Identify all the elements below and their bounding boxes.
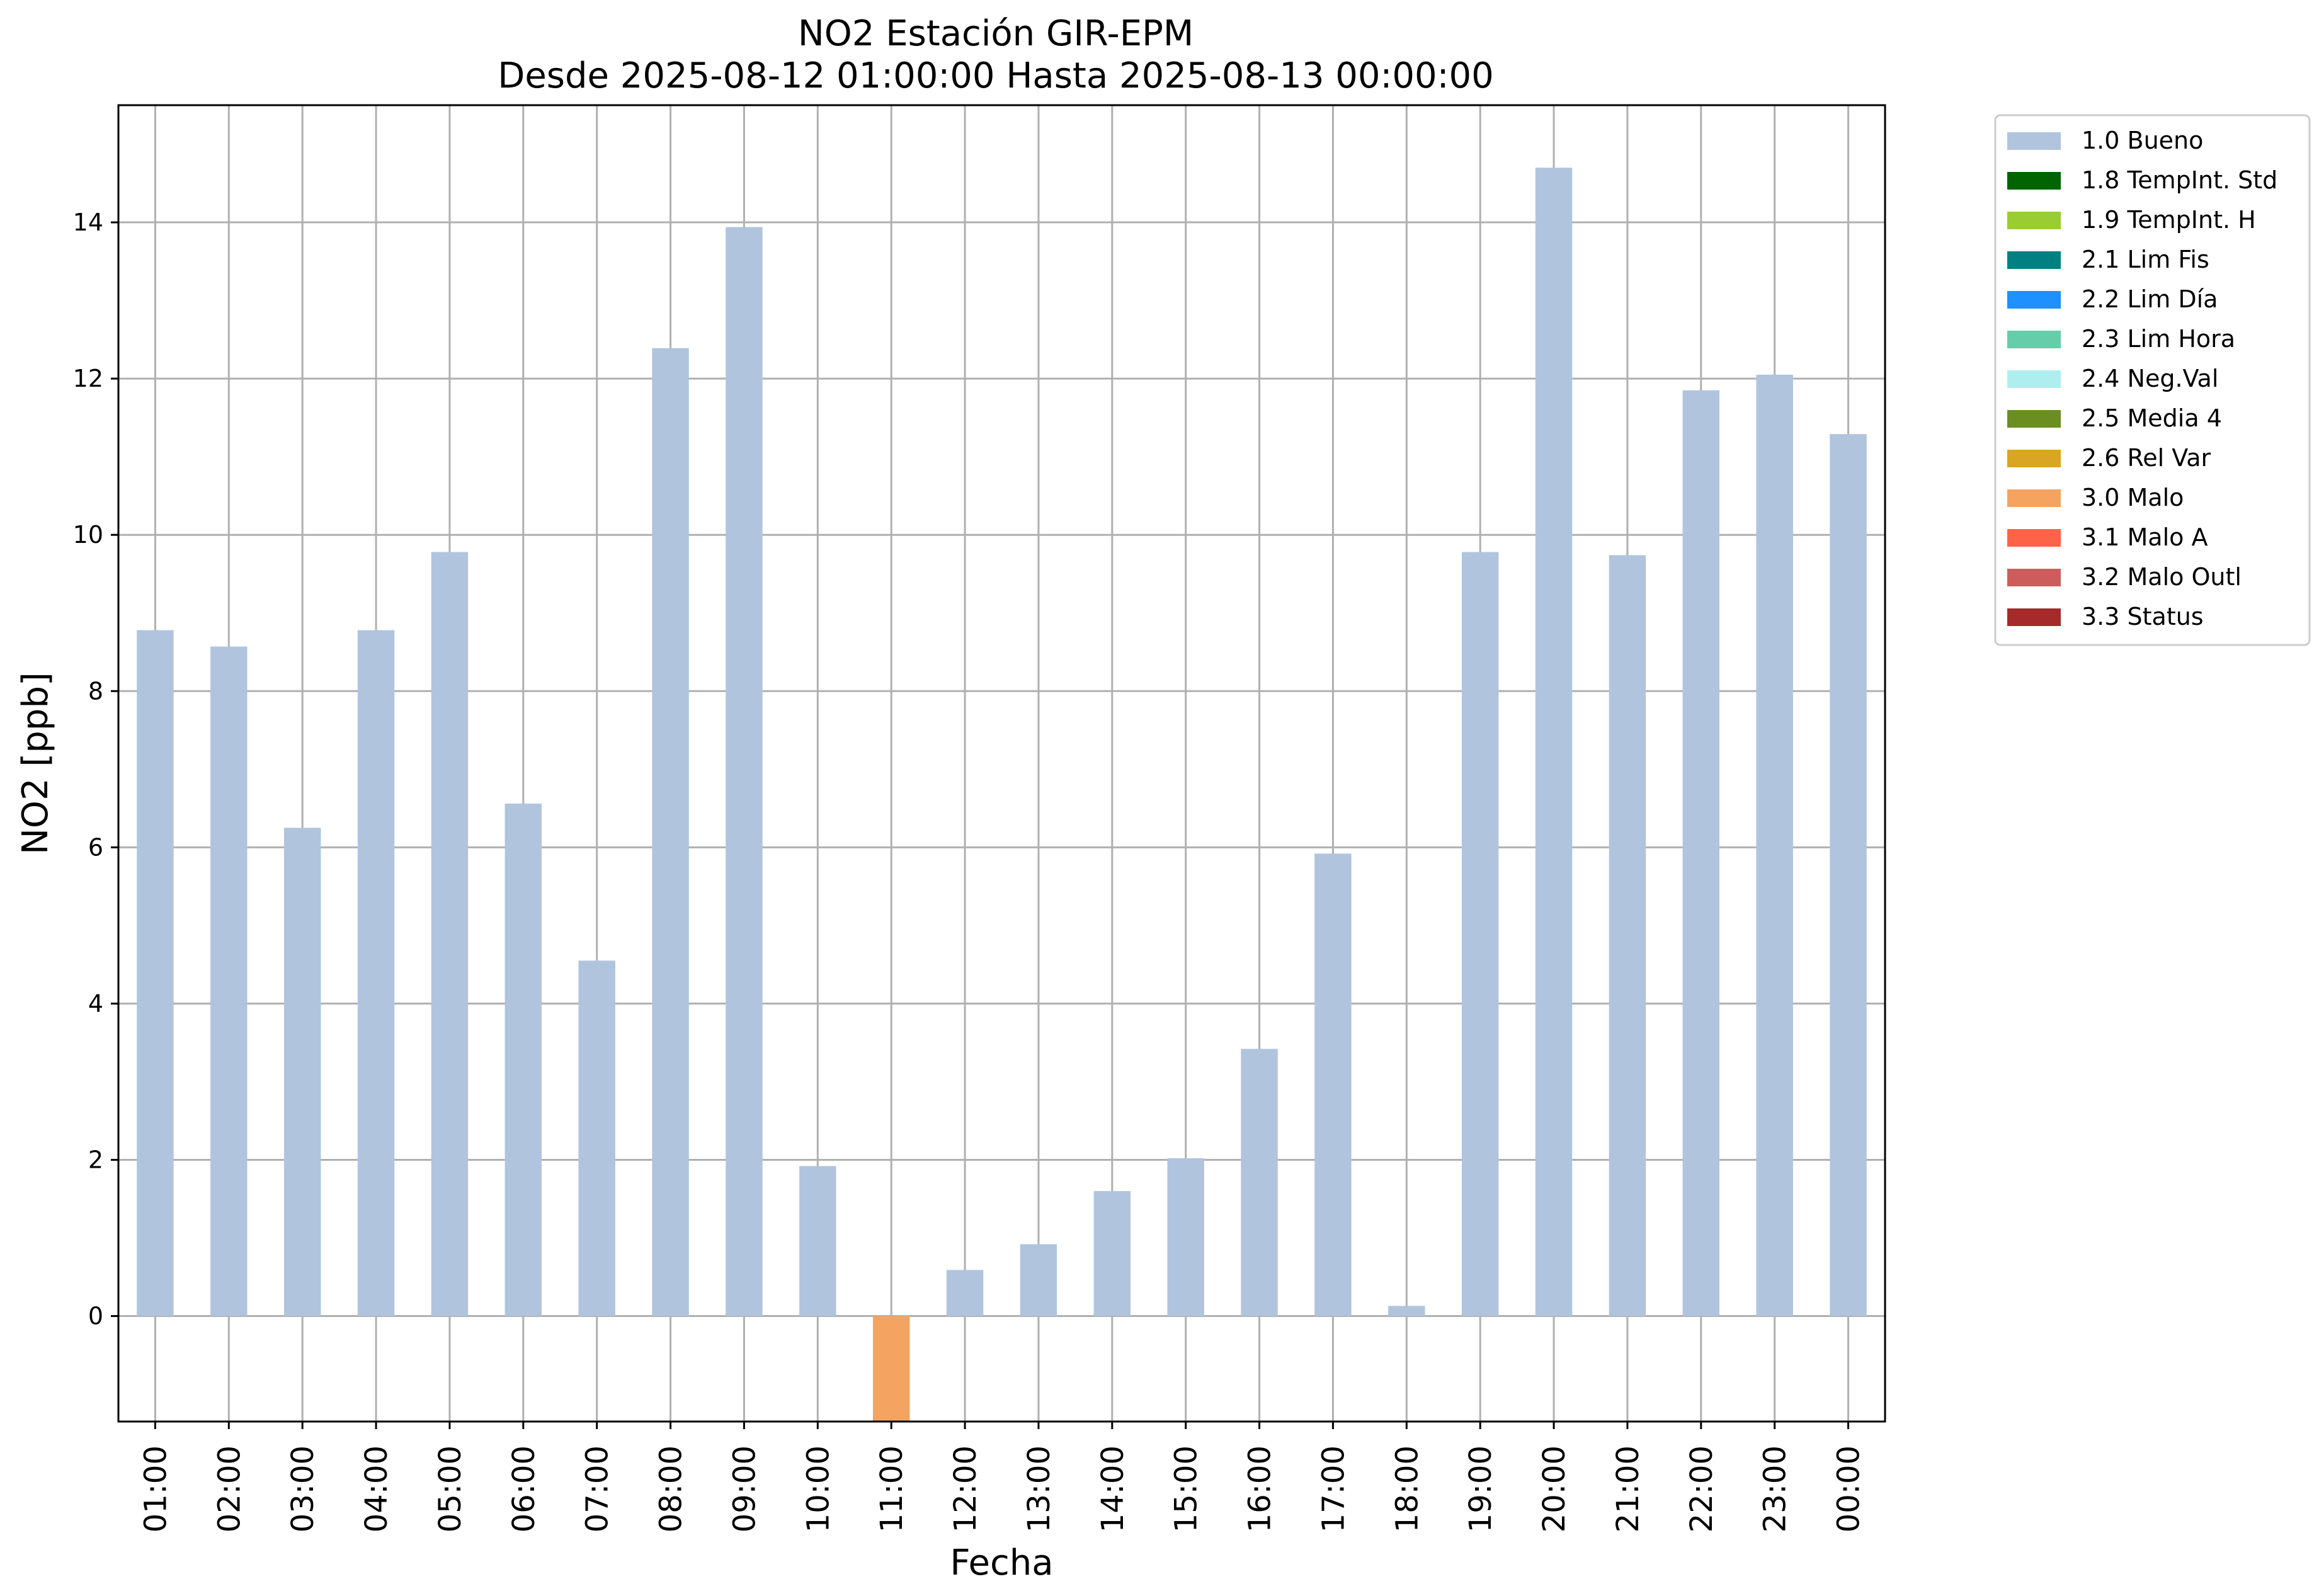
x-axis-label: Fecha: [950, 1542, 1053, 1583]
bar-0500: [431, 552, 469, 1316]
bar-0400: [357, 630, 395, 1316]
bar-1800: [1388, 1306, 1425, 1316]
bar-1300: [1020, 1244, 1057, 1316]
legend-entry: 2.1 Lim Fis: [2082, 246, 2209, 273]
x-tick-label: 21:00: [1610, 1445, 1646, 1532]
x-axis-ticks: 01:00 02:00 03:00 04:00 05:00 06:00 07:00 08:00…: [138, 1422, 1867, 1532]
bar-2200: [1682, 390, 1720, 1316]
legend-swatch: [2007, 608, 2061, 626]
x-tick-label: 10:00: [801, 1445, 836, 1532]
x-tick-label: 11:00: [874, 1445, 909, 1532]
legend-entry: 1.8 TempInt. Std: [2082, 166, 2277, 194]
legend-swatch: [2007, 251, 2061, 269]
bar-1000: [799, 1166, 836, 1316]
legend-swatch: [2007, 370, 2061, 388]
y-axis-label: NO2 [ppb]: [15, 672, 56, 855]
legend-frame: [1994, 114, 2311, 646]
x-tick-label: 23:00: [1758, 1445, 1793, 1532]
legend: 1.0 Bueno 1.8 TempInt. Std 1.9 TempInt. H 2…: [1994, 114, 2311, 646]
chart-title: NO2 Estación GIR-EPM: [798, 13, 1194, 54]
bar-0100: [137, 630, 174, 1316]
x-tick-label: 15:00: [1169, 1445, 1204, 1532]
legend-swatch: [2007, 529, 2061, 547]
legend-swatch: [2007, 489, 2061, 507]
bar-2300: [1756, 374, 1793, 1316]
bar-1600: [1241, 1049, 1278, 1316]
bars: [137, 168, 1867, 1422]
bar-0900: [726, 227, 763, 1316]
y-tick-label: 6: [88, 833, 103, 861]
legend-swatch: [2007, 569, 2061, 586]
legend-entry: 3.3 Status: [2082, 603, 2204, 630]
bar-0200: [210, 646, 248, 1316]
bar-2100: [1609, 555, 1646, 1316]
bar-0800: [652, 348, 689, 1316]
x-tick-label: 13:00: [1022, 1445, 1057, 1532]
y-axis-ticks: 0 2 4 6 8 10 12 14: [73, 208, 118, 1330]
x-tick-label: 06:00: [506, 1445, 542, 1532]
x-tick-label: 03:00: [285, 1445, 321, 1532]
bar-0600: [504, 803, 542, 1316]
y-tick-label: 4: [88, 989, 103, 1017]
legend-entry: 3.2 Malo Outl: [2082, 563, 2242, 591]
x-tick-label: 16:00: [1243, 1445, 1278, 1532]
plot-frame: [117, 104, 1886, 1423]
y-tick-label: 10: [73, 521, 103, 549]
x-tick-label: 07:00: [580, 1445, 615, 1532]
legend-entry: 2.4 Neg.Val: [2082, 365, 2218, 392]
legend-entry: 2.5 Media 4: [2082, 404, 2222, 432]
y-tick-label: 12: [73, 365, 103, 392]
bar-1100: [872, 1316, 910, 1422]
legend-entry: 3.1 Malo A: [2082, 523, 2208, 551]
bar-0700: [578, 960, 615, 1316]
x-tick-label: 04:00: [359, 1445, 394, 1532]
bar-0300: [283, 828, 321, 1316]
x-tick-label: 12:00: [948, 1445, 983, 1532]
x-tick-label: 20:00: [1537, 1445, 1572, 1532]
legend-swatch: [2007, 410, 2061, 428]
bar-1200: [946, 1270, 984, 1316]
legend-entry: 2.3 Lim Hora: [2082, 325, 2235, 353]
y-tick-label: 14: [73, 208, 103, 236]
legend-entry: 1.9 TempInt. H: [2082, 206, 2256, 234]
x-tick-label: 19:00: [1463, 1445, 1498, 1532]
x-tick-label: 09:00: [727, 1445, 762, 1532]
x-tick-label: 00:00: [1832, 1445, 1867, 1532]
bar-0000: [1830, 434, 1867, 1316]
bar-2000: [1535, 168, 1573, 1316]
x-tick-label: 18:00: [1389, 1445, 1425, 1532]
x-tick-label: 14:00: [1095, 1445, 1131, 1532]
legend-swatch: [2007, 132, 2061, 150]
legend-swatch: [2007, 172, 2061, 190]
legend-entry: 2.2 Lim Día: [2082, 285, 2218, 313]
legend-entry: 1.0 Bueno: [2082, 127, 2203, 154]
legend-entry: 2.6 Rel Var: [2082, 444, 2211, 472]
x-tick-label: 17:00: [1316, 1445, 1351, 1532]
bar-1400: [1093, 1191, 1131, 1316]
y-tick-label: 8: [88, 677, 103, 705]
legend-swatch: [2007, 331, 2061, 348]
x-tick-label: 02:00: [212, 1445, 247, 1532]
bar-1900: [1461, 552, 1499, 1316]
x-tick-label: 01:00: [138, 1445, 173, 1532]
legend-swatch: [2007, 291, 2061, 309]
x-tick-label: 08:00: [654, 1445, 689, 1532]
y-tick-label: 2: [88, 1146, 103, 1173]
legend-entry: 3.0 Malo: [2082, 484, 2184, 511]
x-tick-label: 22:00: [1684, 1445, 1719, 1532]
y-tick-label: 0: [88, 1302, 103, 1330]
chart-subtitle: Desde 2025-08-12 01:00:00 Hasta 2025-08-…: [498, 55, 1494, 96]
legend-swatch: [2007, 212, 2061, 229]
bar-1700: [1314, 853, 1352, 1316]
legend-swatch: [2007, 450, 2061, 467]
x-tick-label: 05:00: [433, 1445, 468, 1532]
bar-1500: [1167, 1158, 1204, 1316]
